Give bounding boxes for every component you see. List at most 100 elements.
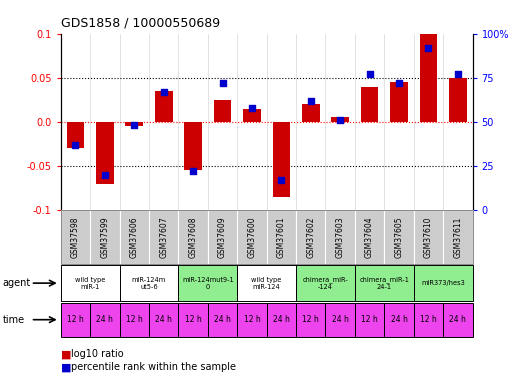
Text: GSM37609: GSM37609 [218,216,227,258]
Text: miR373/hes3: miR373/hes3 [421,280,465,286]
Bar [443,303,473,337]
Point [71,142,80,148]
Bar [61,303,90,337]
Bar [119,303,149,337]
Bar [90,210,119,264]
Text: 12 h: 12 h [361,315,378,324]
Bar [126,122,143,126]
Point [101,172,109,178]
Text: wild type
miR-1: wild type miR-1 [75,277,105,290]
Text: GDS1858 / 10000550689: GDS1858 / 10000550689 [61,17,220,30]
Text: 24 h: 24 h [449,315,466,324]
Bar [296,303,325,337]
Bar [178,265,237,301]
Text: GSM37598: GSM37598 [71,216,80,258]
Text: GSM37606: GSM37606 [130,216,139,258]
Text: agent: agent [3,278,31,288]
Text: 12 h: 12 h [420,315,437,324]
Text: ■: ■ [61,350,71,359]
Text: GSM37608: GSM37608 [188,216,197,258]
Text: GSM37604: GSM37604 [365,216,374,258]
Bar [149,210,178,264]
Bar [443,210,473,264]
Bar [384,303,414,337]
Text: 12 h: 12 h [243,315,260,324]
Text: GSM37599: GSM37599 [100,216,109,258]
Text: 24 h: 24 h [155,315,172,324]
Bar [119,210,149,264]
Point [159,89,168,95]
Text: wild type
miR-124: wild type miR-124 [251,277,282,290]
Bar [420,34,437,122]
Text: 24 h: 24 h [391,315,408,324]
Bar [178,210,208,264]
Text: chimera_miR-1
24-1: chimera_miR-1 24-1 [360,276,409,290]
Text: chimera_miR-
-124: chimera_miR- -124 [303,276,348,290]
Bar [267,210,296,264]
Bar [208,303,237,337]
Bar [355,210,384,264]
Text: 12 h: 12 h [126,315,143,324]
Text: 24 h: 24 h [214,315,231,324]
Bar [184,122,202,170]
Bar [61,265,119,301]
Bar [302,104,319,122]
Point [218,80,227,86]
Text: miR-124m
ut5-6: miR-124m ut5-6 [132,277,166,290]
Bar [414,265,473,301]
Point [307,98,315,104]
Bar [332,117,349,122]
Point [454,71,462,77]
Bar [384,210,414,264]
Bar [61,210,90,264]
Bar [119,265,178,301]
Point [365,71,374,77]
Bar [414,303,443,337]
Text: GSM37610: GSM37610 [424,216,433,258]
Bar [237,210,267,264]
Text: 24 h: 24 h [332,315,348,324]
Text: GSM37603: GSM37603 [336,216,345,258]
Bar [214,100,231,122]
Text: GSM37600: GSM37600 [248,216,257,258]
Point [130,122,138,128]
Bar [208,210,237,264]
Bar [149,303,178,337]
Text: miR-124mut9-1
0: miR-124mut9-1 0 [182,277,233,290]
Point [395,80,403,86]
Bar [267,303,296,337]
Text: 24 h: 24 h [273,315,290,324]
Bar [361,87,379,122]
Bar [355,265,414,301]
Bar [96,122,114,184]
Point [248,105,256,111]
Bar [90,303,119,337]
Point [336,117,344,123]
Bar [325,210,355,264]
Text: GSM37607: GSM37607 [159,216,168,258]
Text: percentile rank within the sample: percentile rank within the sample [71,363,237,372]
Bar [325,303,355,337]
Text: GSM37601: GSM37601 [277,216,286,258]
Text: GSM37611: GSM37611 [454,216,463,258]
Bar [414,210,443,264]
Bar [237,265,296,301]
Text: 12 h: 12 h [303,315,319,324]
Bar [390,82,408,122]
Bar [272,122,290,197]
Text: 12 h: 12 h [67,315,84,324]
Bar [296,210,325,264]
Text: GSM37602: GSM37602 [306,216,315,258]
Bar [243,109,261,122]
Text: ■: ■ [61,363,71,372]
Point [189,168,197,174]
Text: GSM37605: GSM37605 [394,216,403,258]
Bar [178,303,208,337]
Bar [155,91,173,122]
Bar [237,303,267,337]
Point [277,177,286,183]
Bar [67,122,84,148]
Point [424,45,432,51]
Text: time: time [3,315,25,325]
Text: 12 h: 12 h [185,315,202,324]
